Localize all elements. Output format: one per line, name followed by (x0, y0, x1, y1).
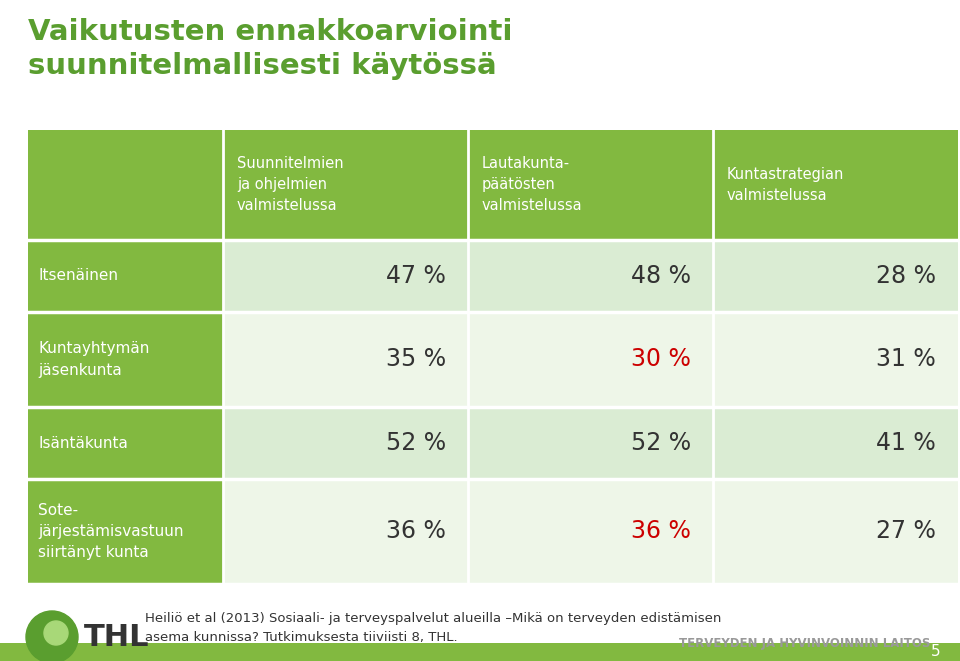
Text: 5: 5 (930, 644, 940, 660)
Bar (28, 479, 223, 584)
Text: TERVEYDEN JA HYVINVOINNIN LAITOS: TERVEYDEN JA HYVINVOINNIN LAITOS (679, 637, 930, 650)
Bar (468, 479, 713, 584)
Text: 35 %: 35 % (386, 348, 446, 371)
Circle shape (26, 611, 78, 661)
Text: 47 %: 47 % (386, 264, 446, 288)
Text: Sote-
järjestämisvastuun
siirtänyt kunta: Sote- järjestämisvastuun siirtänyt kunta (38, 503, 183, 560)
Bar (223, 240, 468, 312)
Text: 28 %: 28 % (876, 264, 936, 288)
Bar (0, 643, 960, 661)
Bar (713, 240, 958, 312)
Bar (223, 130, 468, 240)
Bar (223, 407, 468, 479)
Circle shape (44, 621, 68, 645)
Bar (468, 312, 713, 407)
Bar (223, 312, 468, 407)
Bar (28, 240, 223, 312)
Text: THL: THL (84, 623, 150, 652)
Text: Isäntäkunta: Isäntäkunta (38, 436, 128, 451)
Text: 31 %: 31 % (876, 348, 936, 371)
Bar (468, 240, 713, 312)
Text: Heiliö et al (2013) Sosiaali- ja terveyspalvelut alueilla –Mikä on terveyden edi: Heiliö et al (2013) Sosiaali- ja terveys… (145, 612, 721, 644)
Text: 36 %: 36 % (386, 520, 446, 543)
Text: 36 %: 36 % (631, 520, 691, 543)
Text: 41 %: 41 % (876, 431, 936, 455)
Text: Suunnitelmien
ja ohjelmien
valmistelussa: Suunnitelmien ja ohjelmien valmistelussa (237, 157, 344, 214)
Text: 52 %: 52 % (386, 431, 446, 455)
Text: Vaikutusten ennakkoarviointi: Vaikutusten ennakkoarviointi (28, 18, 513, 46)
Text: Lautakunta-
päätösten
valmistelussa: Lautakunta- päätösten valmistelussa (482, 157, 583, 214)
Bar (713, 407, 958, 479)
Text: 27 %: 27 % (876, 520, 936, 543)
Text: suunnitelmallisesti käytössä: suunnitelmallisesti käytössä (28, 52, 496, 80)
Text: 48 %: 48 % (631, 264, 691, 288)
Bar (28, 312, 223, 407)
Bar (28, 407, 223, 479)
Text: Kuntayhtymän
jäsenkunta: Kuntayhtymän jäsenkunta (38, 342, 150, 377)
Text: 30 %: 30 % (631, 348, 691, 371)
Bar (28, 130, 223, 240)
Bar (713, 479, 958, 584)
Text: 52 %: 52 % (631, 431, 691, 455)
Bar (713, 130, 958, 240)
Text: Kuntastrategian
valmistelussa: Kuntastrategian valmistelussa (727, 167, 845, 203)
Text: Itsenäinen: Itsenäinen (38, 268, 118, 284)
Bar (223, 479, 468, 584)
Bar (713, 312, 958, 407)
Bar (468, 407, 713, 479)
Bar (468, 130, 713, 240)
